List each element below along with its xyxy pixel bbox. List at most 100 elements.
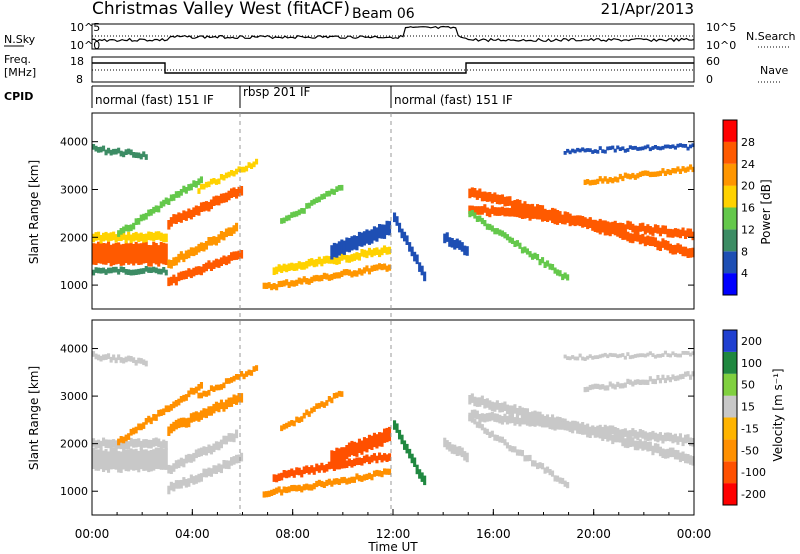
nsearch-label: N.Search — [746, 30, 796, 43]
heatmap-cell-band-11 — [295, 210, 299, 217]
heatmap-cell-band-18 — [653, 171, 657, 177]
heatmap-cell-band-2 — [164, 269, 168, 276]
heatmap-cell-band-2 — [134, 269, 138, 275]
heatmap-cell-band-7 — [227, 190, 231, 201]
heatmap-cell-band-14 — [460, 242, 464, 252]
heatmap-cell-band-6 — [204, 408, 208, 419]
heatmap-cell-band-0 — [124, 449, 128, 472]
heatmap-cell-band-8 — [270, 489, 274, 496]
heatmap-cell-band-8 — [367, 472, 371, 479]
nsky-tick-top: 10^5 — [70, 21, 100, 34]
heatmap-cell-band-16 — [495, 207, 499, 216]
heatmap-cell-band-10 — [367, 247, 371, 256]
ytick-label: 2000 — [60, 231, 88, 244]
heatmap-cell-band-12 — [330, 245, 334, 260]
heatmap-cell-band-16 — [566, 214, 570, 223]
heatmap-cell-band-4 — [230, 457, 234, 466]
heatmap-cell-band-15 — [556, 420, 560, 430]
heatmap-cell-band-11 — [312, 198, 316, 205]
velocity-colorbar: 200 100 50 15 -15 -50 -100 -200 — [722, 329, 766, 506]
heatmap-cell-band-15 — [586, 423, 590, 433]
heatmap-cell-band-7 — [235, 189, 239, 199]
heatmap-cell-band-4 — [202, 468, 206, 478]
heatmap-cell-band-3 — [137, 152, 141, 159]
heatmap-cell-band-7 — [250, 370, 254, 376]
heatmap-cell-band-9 — [310, 465, 314, 473]
heatmap-cell-band-16 — [493, 207, 497, 216]
heatmap-cell-band-10 — [302, 412, 306, 419]
heatmap-cell-band-11 — [388, 426, 392, 442]
heatmap-cell-band-16 — [613, 220, 617, 230]
heatmap-cell-band-19 — [616, 145, 620, 150]
heatmap-cell-band-9 — [275, 284, 279, 291]
heatmap-cell-band-10 — [345, 255, 349, 263]
heatmap-cell-band-9 — [330, 274, 334, 281]
heatmap-cell-band-16 — [561, 477, 565, 485]
heatmap-cell-band-14 — [498, 403, 502, 413]
heatmap-cell-band-8 — [202, 183, 206, 190]
heatmap-cell-band-18 — [611, 178, 615, 184]
heatmap-cell-band-15 — [641, 430, 645, 439]
heatmap-cell-band-15 — [621, 429, 625, 438]
heatmap-cell-band-14 — [468, 395, 472, 405]
heatmap-cell-band-2 — [104, 269, 108, 275]
heatmap-cell-band-9 — [385, 265, 389, 272]
heatmap-cell-band-17 — [623, 382, 627, 388]
heatmap-cell-band-19 — [608, 146, 612, 150]
heatmap-cell-band-8 — [340, 477, 344, 484]
heatmap-cell-band-4 — [127, 225, 131, 232]
heatmap-cell-band-4 — [177, 191, 181, 198]
heatmap-cell-band-16 — [611, 221, 615, 231]
heatmap-cell-band-18 — [668, 169, 672, 176]
heatmap-cell-band-9 — [315, 274, 319, 282]
heatmap-cell-band-17 — [691, 371, 695, 377]
heatmap-cell-band-15 — [553, 208, 557, 219]
heatmap-cell-band-7 — [222, 193, 226, 203]
heatmap-cell-band-10 — [307, 258, 311, 267]
heatmap-cell-band-8 — [312, 483, 316, 490]
heatmap-cell-band-7 — [202, 201, 206, 212]
heatmap-cell-band-3 — [142, 422, 146, 429]
heatmap-cell-band-8 — [380, 471, 384, 478]
heatmap-cell-band-4 — [152, 206, 156, 214]
heatmap-cell-band-2 — [102, 267, 106, 274]
heatmap-cell-band-16 — [586, 218, 590, 228]
heatmap-cell-band-12 — [357, 231, 361, 247]
heatmap-cell-band-9 — [265, 282, 269, 289]
power-colorbar-swatch — [723, 185, 737, 208]
heatmap-cell-band-9 — [378, 263, 382, 270]
heatmap-cell-band-8 — [275, 487, 279, 494]
heatmap-cell-band-15 — [561, 421, 565, 430]
heatmap-cell-band-19 — [566, 148, 570, 153]
heatmap-cell-band-19 — [631, 146, 635, 150]
heatmap-cell-band-0 — [164, 448, 168, 470]
heatmap-cell-band-15 — [480, 413, 484, 422]
heatmap-cell-band-9 — [325, 464, 329, 472]
heatmap-cell-band-10 — [388, 246, 392, 255]
heatmap-cell-band-14 — [684, 453, 688, 464]
velocity-colorbar-swatch — [723, 461, 737, 484]
heatmap-cell-band-16 — [515, 208, 519, 218]
heatmap-cell-band-9 — [305, 278, 309, 285]
heatmap-cell-band-7 — [212, 386, 216, 392]
heatmap-cell-band-17 — [621, 383, 625, 389]
heatmap-cell-band-19 — [681, 143, 685, 148]
heatmap-cell-band-14 — [586, 427, 590, 438]
heatmap-cell-band-18 — [593, 179, 597, 185]
heatmap-cell-band-9 — [335, 461, 339, 470]
heatmap-cell-band-16 — [498, 436, 502, 443]
heatmap-cell-band-11 — [383, 428, 387, 443]
heatmap-cell-band-4 — [122, 226, 126, 234]
heatmap-cell-band-9 — [380, 454, 384, 463]
heatmap-cell-band-14 — [528, 412, 532, 422]
heatmap-cell-band-17 — [628, 379, 632, 385]
heatmap-cell-band-8 — [362, 474, 366, 481]
heatmap-cell-band-19 — [691, 143, 695, 148]
heatmap-cell-band-1 — [159, 232, 163, 242]
heatmap-cell-band-14 — [663, 449, 667, 459]
heatmap-cell-band-14 — [508, 405, 512, 415]
heatmap-cell-band-19 — [596, 149, 600, 154]
heatmap-cell-band-8 — [350, 476, 354, 483]
heatmap-cell-band-11 — [362, 437, 366, 452]
